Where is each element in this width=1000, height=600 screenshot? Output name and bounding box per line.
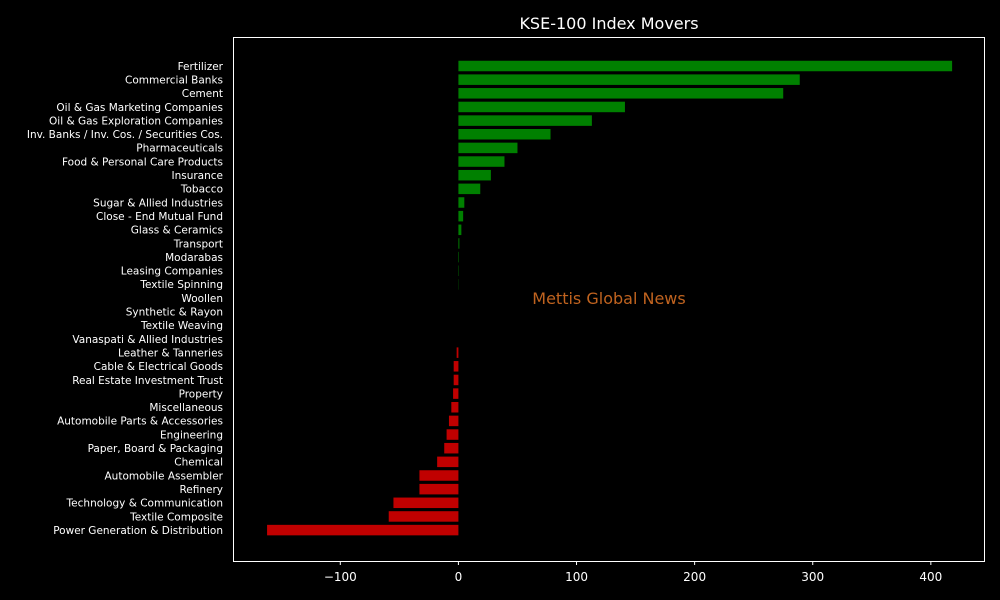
category-label: Property <box>179 388 223 400</box>
category-label: Power Generation & Distribution <box>53 525 223 537</box>
bar <box>458 169 491 181</box>
bar <box>458 142 518 154</box>
category-label: Paper, Board & Packaging <box>88 443 223 455</box>
category-label: Food & Personal Care Products <box>62 156 223 168</box>
bar <box>453 374 459 386</box>
bar <box>393 497 459 509</box>
category-label: Glass & Ceramics <box>131 225 223 237</box>
category-label: Pharmaceuticals <box>136 143 223 155</box>
category-label: Leather & Tanneries <box>118 347 223 359</box>
bar <box>458 210 464 222</box>
bar <box>458 197 465 208</box>
category-label: Inv. Banks / Inv. Cos. / Securities Cos. <box>27 129 223 141</box>
x-tick-label: −100 <box>324 570 357 584</box>
bar <box>267 524 459 536</box>
bar <box>444 442 459 454</box>
bar <box>419 483 459 495</box>
category-label: Automobile Parts & Accessories <box>57 416 223 428</box>
x-tick-label: 0 <box>455 570 463 584</box>
category-label: Textile Spinning <box>139 279 223 291</box>
category-label: Close - End Mutual Fund <box>96 211 223 223</box>
category-label: Cement <box>182 88 223 100</box>
category-label: Synthetic & Rayon <box>126 307 223 319</box>
category-label: Textile Composite <box>129 511 223 523</box>
bar <box>437 456 459 468</box>
chart-title: KSE-100 Index Movers <box>519 14 698 33</box>
category-label: Engineering <box>160 429 223 441</box>
x-tick-label: 400 <box>919 570 942 584</box>
category-label: Fertilizer <box>178 61 224 73</box>
bar <box>458 101 625 113</box>
category-label: Miscellaneous <box>149 402 223 414</box>
bar <box>458 224 462 236</box>
category-label: Tobacco <box>180 184 223 196</box>
category-label: Sugar & Allied Industries <box>93 197 223 209</box>
bar <box>456 347 459 358</box>
category-label: Leasing Companies <box>121 266 223 278</box>
bar <box>458 115 592 126</box>
bar <box>458 238 460 249</box>
bar <box>458 88 784 99</box>
bar <box>446 429 459 440</box>
category-label: Oil & Gas Exploration Companies <box>49 115 223 127</box>
category-label: Vanaspati & Allied Industries <box>72 334 223 346</box>
bar <box>453 388 459 399</box>
category-label: Technology & Communication <box>66 498 223 510</box>
category-label: Commercial Banks <box>125 74 223 86</box>
x-tick-label: 200 <box>683 570 706 584</box>
bar <box>458 60 953 72</box>
category-label: Woollen <box>181 293 223 305</box>
category-label: Oil & Gas Marketing Companies <box>56 102 223 114</box>
category-label: Automobile Assembler <box>105 470 224 482</box>
bar <box>458 74 800 85</box>
category-label: Transport <box>173 238 223 250</box>
bar <box>388 511 459 522</box>
x-tick-label: 300 <box>801 570 824 584</box>
axes-frame <box>233 37 985 562</box>
bar <box>453 361 459 372</box>
bars-layer <box>267 60 953 536</box>
bar <box>458 156 505 167</box>
category-label: Real Estate Investment Trust <box>72 375 223 387</box>
bar <box>458 183 481 195</box>
category-label: Modarabas <box>165 252 223 264</box>
category-label: Refinery <box>179 484 223 496</box>
x-tick-label: 100 <box>565 570 588 584</box>
bar <box>419 470 459 481</box>
category-label: Textile Weaving <box>140 320 223 332</box>
watermark-text: Mettis Global News <box>532 289 685 308</box>
bar <box>451 402 459 413</box>
bar <box>448 415 459 427</box>
category-label: Insurance <box>171 170 223 182</box>
category-label: Chemical <box>174 457 223 469</box>
bar <box>458 129 551 140</box>
category-label: Cable & Electrical Goods <box>94 361 223 373</box>
